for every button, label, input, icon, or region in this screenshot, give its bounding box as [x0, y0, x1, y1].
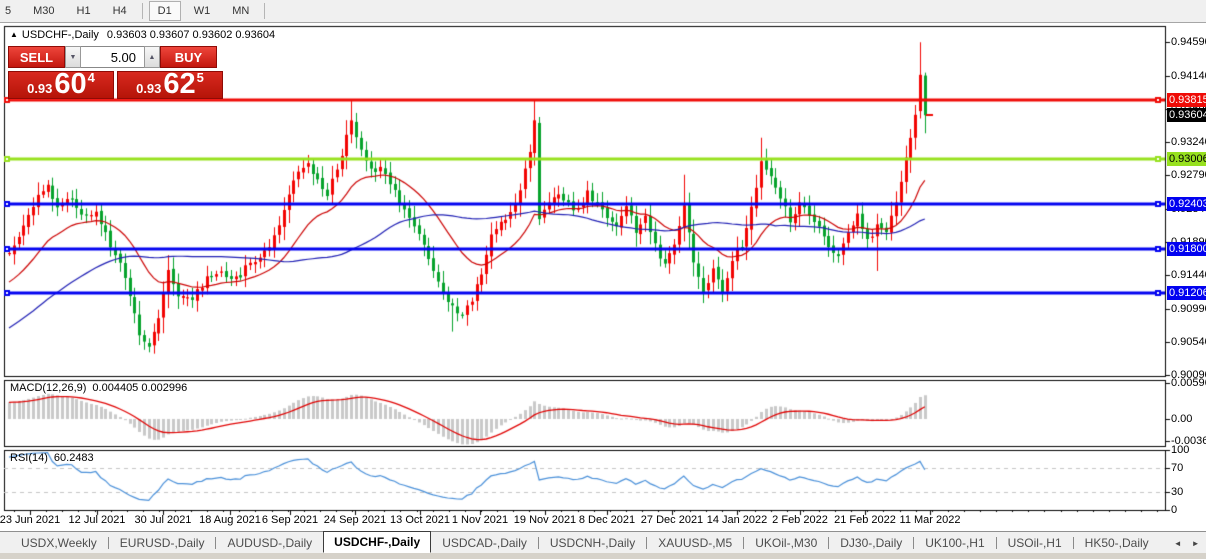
buy-price-sup: 5: [196, 70, 204, 85]
triangle-up-icon: ▲: [148, 53, 156, 61]
timeframe-d1[interactable]: D1: [148, 1, 181, 21]
tab-uk100-h1[interactable]: UK100-,H1: [925, 536, 985, 550]
tab-xauusd-m5[interactable]: XAUUSD-,M5: [658, 536, 733, 550]
volume-decrease-button[interactable]: ▼: [65, 46, 81, 68]
buy-price-display[interactable]: 0.93 62 5: [117, 68, 223, 100]
tab-usdx-weekly[interactable]: USDX,Weekly: [21, 536, 97, 550]
symbol-tabbar: USDX,Weekly EURUSD-,Daily AUDUSD-,Daily …: [0, 531, 1206, 554]
tab-scroll-right-icon[interactable]: ►: [1191, 538, 1200, 548]
sell-price-prefix: 0.93: [27, 81, 53, 96]
tab-separator: [107, 537, 109, 549]
toolbar-separator: [141, 3, 143, 19]
tab-separator: [828, 537, 830, 549]
timeframe-mn[interactable]: MN: [232, 5, 250, 17]
tab-hk50-daily[interactable]: HK50-,Daily: [1084, 536, 1149, 550]
volume-input[interactable]: [81, 46, 144, 68]
tab-separator: [743, 537, 745, 549]
buy-price-prefix: 0.93: [136, 81, 162, 96]
timeframe-h1[interactable]: H1: [76, 5, 91, 17]
timeframe-toolbar: 5 M30 H1 H4 D1 W1 MN: [0, 0, 1206, 23]
tab-usdcnh-daily[interactable]: USDCNH-,Daily: [549, 536, 636, 550]
tab-separator: [646, 537, 648, 549]
tab-separator: [537, 537, 539, 549]
toolbar-separator: [264, 3, 266, 19]
tab-audusd-daily[interactable]: AUDUSD-,Daily: [227, 536, 313, 550]
sell-price-display[interactable]: 0.93 60 4: [8, 68, 114, 100]
sell-price-sup: 4: [87, 70, 95, 85]
sell-button[interactable]: SELL: [8, 46, 65, 68]
tab-dj30-daily[interactable]: DJ30-,Daily: [840, 536, 903, 550]
tab-usdchf-daily[interactable]: USDCHF-,Daily: [323, 531, 432, 553]
tab-separator: [215, 537, 217, 549]
timeframe-m30[interactable]: M30: [33, 5, 55, 17]
timeframe-m5[interactable]: 5: [5, 5, 12, 17]
sell-price-big: 60: [54, 68, 87, 100]
tab-usoil-h1[interactable]: USOil-,H1: [1007, 536, 1062, 550]
timeframe-w1[interactable]: W1: [193, 5, 211, 17]
triangle-down-icon: ▼: [69, 53, 77, 61]
tab-scroll-controls: ◄ ►: [1174, 539, 1200, 548]
window-bottom-strip: [0, 553, 1206, 559]
one-click-trade-panel: SELL ▼ ▲ BUY 0.93 60 4 0.93 62 5: [8, 46, 223, 99]
timeframe-h4[interactable]: H4: [112, 5, 127, 17]
tab-eurusd-daily[interactable]: EURUSD-,Daily: [119, 536, 205, 550]
tab-ukoil-m30[interactable]: UKOil-,M30: [755, 536, 818, 550]
tab-separator: [913, 537, 915, 549]
tab-separator: [1072, 537, 1074, 549]
buy-price-big: 62: [163, 68, 196, 100]
buy-button[interactable]: BUY: [160, 46, 217, 68]
tab-usdcad-daily[interactable]: USDCAD-,Daily: [442, 536, 527, 550]
tab-scroll-left-icon[interactable]: ◄: [1173, 538, 1182, 548]
tab-separator: [995, 537, 997, 549]
volume-increase-button[interactable]: ▲: [144, 46, 160, 68]
